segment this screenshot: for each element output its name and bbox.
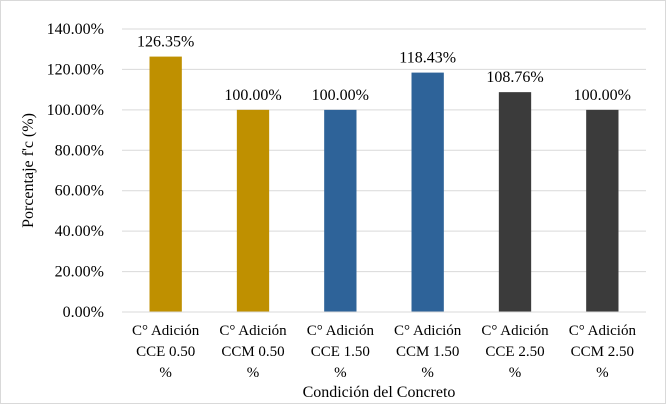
data-label: 100.00%	[574, 87, 631, 104]
y-axis-title: Porcentaje f'c (%)	[20, 113, 37, 228]
x-axis-title: Condición del Concreto	[303, 384, 456, 401]
bar	[586, 109, 619, 312]
bars	[149, 56, 619, 313]
x-category-label: C° Adición	[481, 323, 549, 339]
y-tick-label: 80.00%	[55, 142, 104, 159]
x-category-label: C° Adición	[132, 323, 200, 339]
y-tick-label: 60.00%	[55, 183, 104, 200]
bar	[236, 109, 270, 312]
x-category-label: %	[596, 365, 609, 381]
x-category-label: %	[334, 365, 347, 381]
x-category-label: %	[247, 365, 260, 381]
data-label: 100.00%	[224, 87, 281, 104]
x-category-label: CCE 0.50	[136, 344, 195, 360]
x-category-label: CCM 1.50	[396, 344, 459, 360]
x-category-label: %	[509, 365, 522, 381]
data-label: 100.00%	[312, 87, 369, 104]
y-tick-label: 120.00%	[47, 61, 104, 78]
y-tick-label: 20.00%	[55, 264, 104, 281]
data-labels: 126.35% 100.00% 100.00% 118.43% 108.76% 100.0…	[137, 34, 631, 104]
x-category-label: C° Adición	[219, 323, 287, 339]
data-label: 108.76%	[486, 69, 543, 86]
gridlines	[122, 28, 646, 273]
data-label: 118.43%	[399, 50, 456, 67]
bar	[324, 109, 357, 312]
y-tick-label: 40.00%	[55, 223, 104, 240]
x-category-label: C° Adición	[569, 323, 637, 339]
x-category-label: C° Adición	[394, 323, 462, 339]
x-category-label: %	[159, 365, 172, 381]
x-category-label: %	[421, 365, 434, 381]
y-axis-ticks: 0.00% 20.00% 40.00% 60.00% 80.00% 100.00% 120.…	[47, 21, 104, 321]
bar	[411, 72, 444, 313]
x-axis-categories: C° Adición CCE 0.50% C° Adición CCM 0.50% C°…	[132, 323, 636, 381]
y-tick-label: 140.00%	[47, 21, 104, 38]
y-tick-label: 0.00%	[63, 304, 104, 321]
bar	[498, 92, 532, 312]
data-label: 126.35%	[137, 34, 194, 51]
x-category-label: CCE 1.50	[311, 344, 370, 360]
x-category-label: CCE 2.50	[485, 344, 544, 360]
x-category-label: CCM 0.50	[221, 344, 284, 360]
bar	[149, 56, 182, 312]
y-tick-label: 100.00%	[47, 102, 104, 119]
x-category-label: CCM 2.50	[571, 344, 634, 360]
x-category-label: C° Adición	[307, 323, 375, 339]
